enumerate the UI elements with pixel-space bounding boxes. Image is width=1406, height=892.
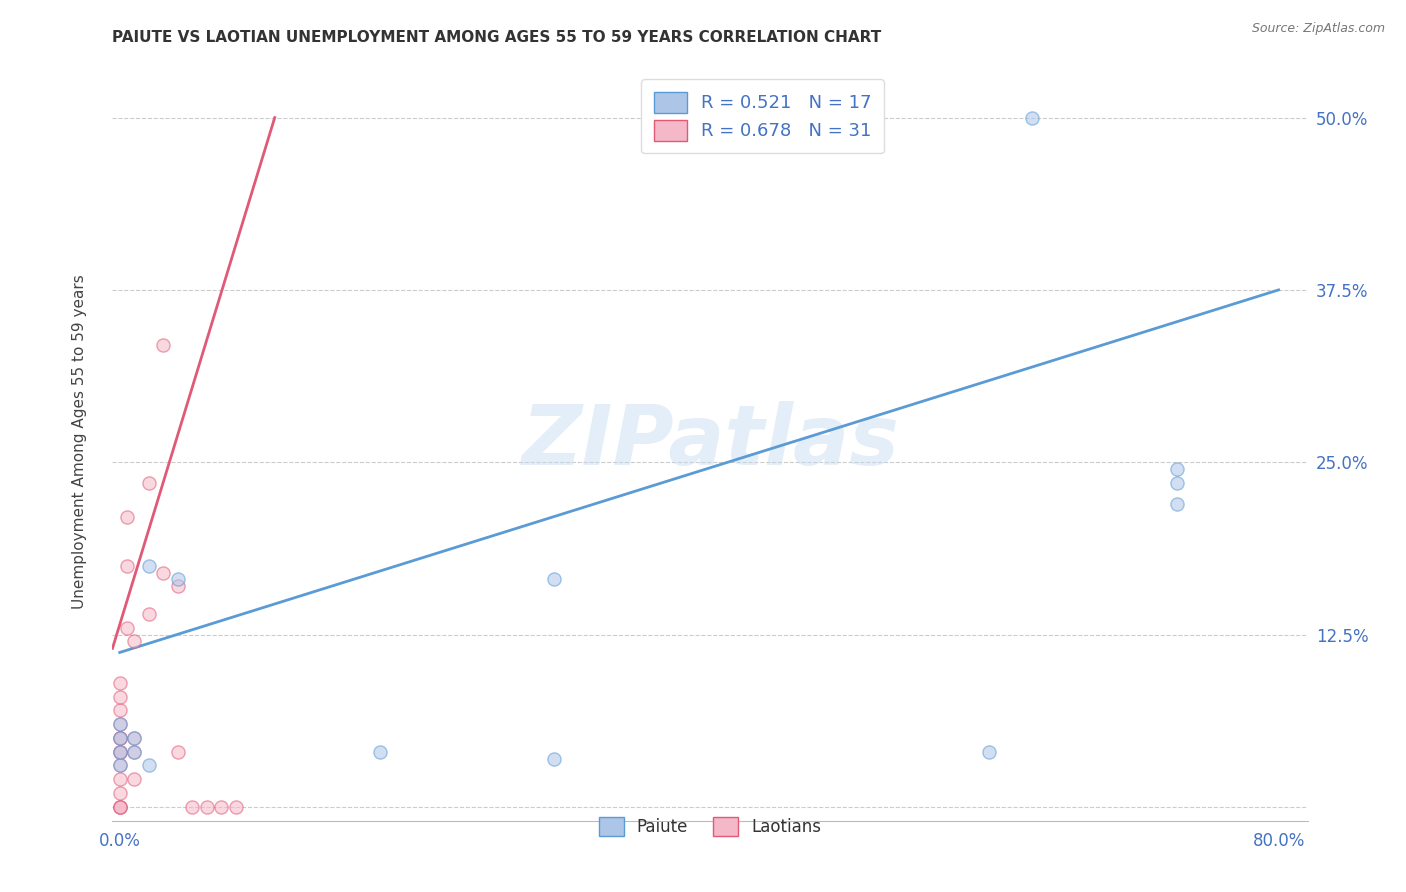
Point	[108, 800, 131, 814]
Point	[108, 731, 131, 745]
Point	[108, 745, 131, 759]
Point	[108, 717, 131, 731]
Point	[115, 510, 138, 524]
Point	[977, 745, 1000, 759]
Point	[122, 772, 145, 787]
Point	[108, 717, 131, 731]
Point	[122, 731, 145, 745]
Point	[122, 634, 145, 648]
Point	[166, 579, 188, 593]
Point	[108, 675, 131, 690]
Point	[138, 475, 160, 490]
Point	[166, 573, 188, 587]
Point	[122, 745, 145, 759]
Text: PAIUTE VS LAOTIAN UNEMPLOYMENT AMONG AGES 55 TO 59 YEARS CORRELATION CHART: PAIUTE VS LAOTIAN UNEMPLOYMENT AMONG AGE…	[112, 29, 882, 45]
Point	[152, 338, 174, 352]
Point	[209, 800, 232, 814]
Point	[543, 573, 565, 587]
Text: ZIPatlas: ZIPatlas	[522, 401, 898, 482]
Point	[138, 607, 160, 621]
Point	[115, 621, 138, 635]
Point	[108, 731, 131, 745]
Point	[122, 745, 145, 759]
Point	[138, 758, 160, 772]
Point	[108, 690, 131, 704]
Text: Source: ZipAtlas.com: Source: ZipAtlas.com	[1251, 22, 1385, 36]
Point	[1166, 475, 1188, 490]
Point	[138, 558, 160, 573]
Point	[181, 800, 204, 814]
Point	[108, 758, 131, 772]
Point	[108, 745, 131, 759]
Point	[370, 745, 392, 759]
Point	[543, 751, 565, 765]
Point	[108, 772, 131, 787]
Point	[1021, 111, 1043, 125]
Point	[122, 731, 145, 745]
Legend: Paiute, Laotians: Paiute, Laotians	[592, 810, 828, 843]
Point	[1166, 462, 1188, 476]
Point	[225, 800, 247, 814]
Point	[195, 800, 218, 814]
Point	[1166, 497, 1188, 511]
Point	[108, 745, 131, 759]
Point	[108, 731, 131, 745]
Point	[108, 703, 131, 717]
Y-axis label: Unemployment Among Ages 55 to 59 years: Unemployment Among Ages 55 to 59 years	[73, 274, 87, 609]
Point	[108, 786, 131, 800]
Point	[166, 745, 188, 759]
Point	[115, 558, 138, 573]
Point	[152, 566, 174, 580]
Point	[108, 800, 131, 814]
Point	[108, 758, 131, 772]
Point	[108, 800, 131, 814]
